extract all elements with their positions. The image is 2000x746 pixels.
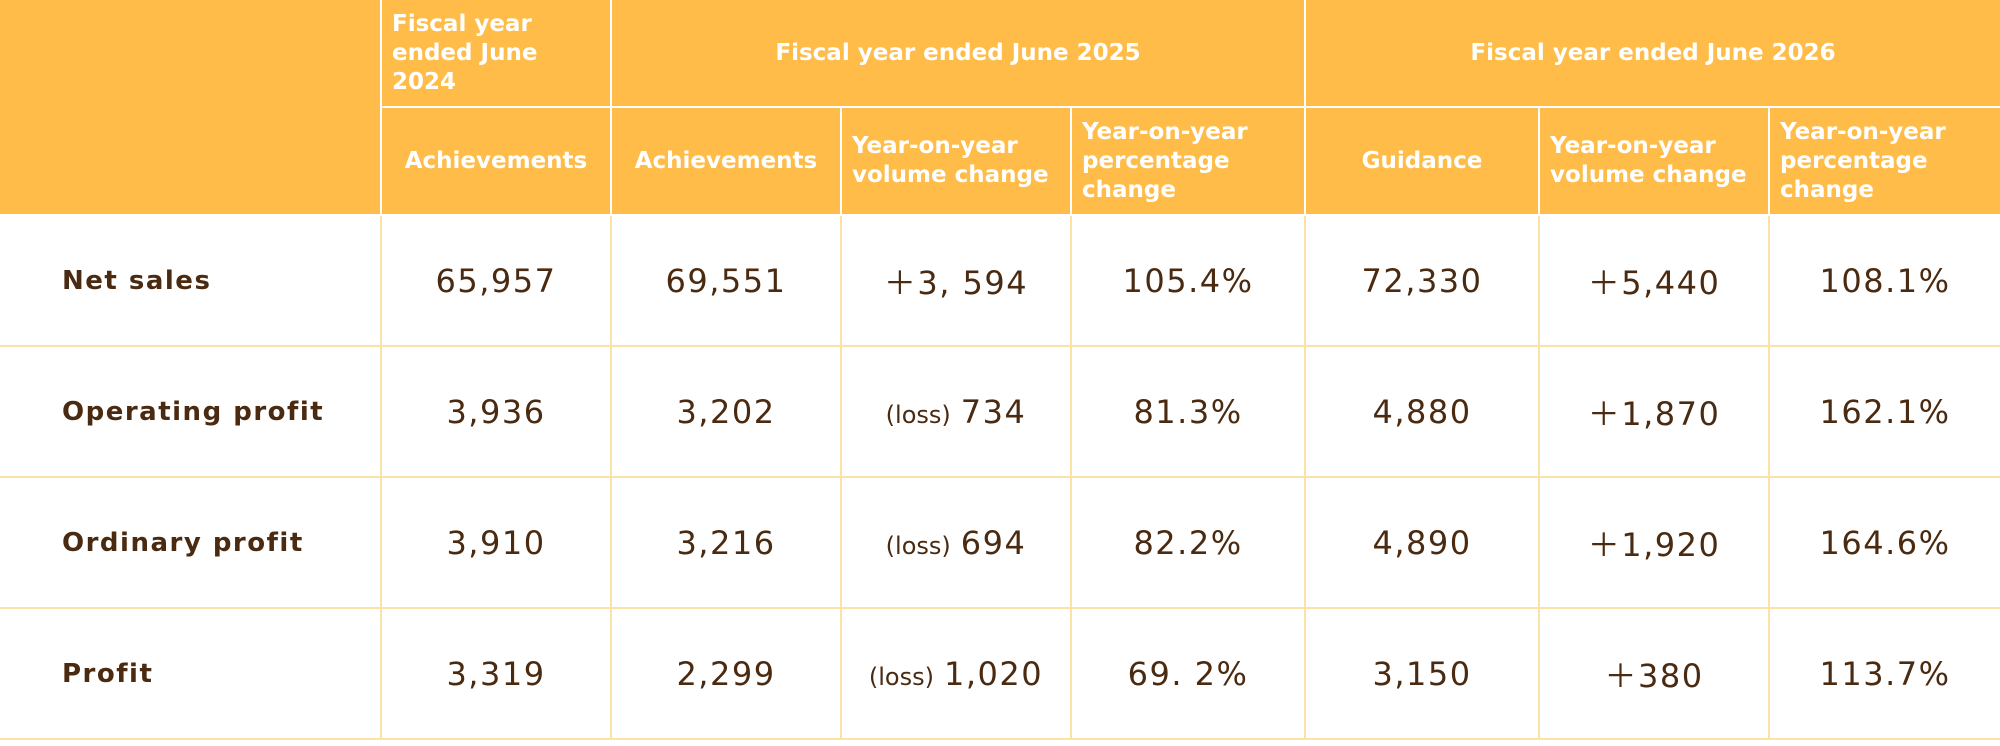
cell-vol2025: (loss) 1,020: [840, 607, 1072, 740]
cell-pct2025: 82.2%: [1069, 476, 1307, 609]
header-guidance-2026: Guidance: [1304, 106, 1541, 216]
loss-label: (loss): [885, 400, 951, 429]
row-label: Operating profit: [0, 345, 382, 478]
cell-fy2024: 3,936: [380, 345, 612, 478]
cell-vol2026: ＋5,440: [1538, 214, 1771, 347]
cell-vol2025: (loss) 734: [840, 345, 1072, 478]
cell-fy2024: 3,319: [380, 607, 612, 740]
cell-fy2026: 4,890: [1304, 476, 1541, 609]
table-row-profit: Profit 3,319 2,299 (loss) 1,020 69. 2% 3,…: [0, 607, 2000, 740]
row-label: Ordinary profit: [0, 476, 382, 609]
header-yoy-percent-2026: Year-on-year percentage change: [1768, 106, 2000, 216]
cell-pct2026: 113.7%: [1768, 607, 2000, 740]
cell-fy2025: 2,299: [610, 607, 842, 740]
cell-pct2025: 81.3%: [1069, 345, 1307, 478]
header-yoy-percent-2025: Year-on-year percentage change: [1069, 106, 1307, 216]
cell-vol2026: ＋380: [1538, 607, 1771, 740]
header-achievements-2025: Achievements: [610, 106, 842, 216]
loss-label: (loss): [885, 531, 951, 560]
header-fy2024: Fiscal year ended June 2024: [380, 0, 612, 108]
table-row-net-sales: Net sales 65,957 69,551 ＋3, 594 105.4% 7…: [0, 214, 2000, 347]
cell-fy2026: 72,330: [1304, 214, 1541, 347]
header-yoy-volume-2025: Year-on-year volume change: [840, 106, 1072, 216]
header-corner-cell: [0, 0, 382, 216]
cell-pct2026: 162.1%: [1768, 345, 2000, 478]
row-label: Net sales: [0, 214, 382, 347]
cell-vol2026: ＋1,920: [1538, 476, 1771, 609]
table-row-operating-profit: Operating profit 3,936 3,202 (loss) 734 8…: [0, 345, 2000, 478]
cell-fy2026: 3,150: [1304, 607, 1541, 740]
cell-fy2025: 3,202: [610, 345, 842, 478]
cell-pct2026: 108.1%: [1768, 214, 2000, 347]
table-row-ordinary-profit: Ordinary profit 3,910 3,216 (loss) 694 82…: [0, 476, 2000, 609]
cell-pct2026: 164.6%: [1768, 476, 2000, 609]
cell-pct2025: 69. 2%: [1069, 607, 1307, 740]
loss-label: (loss): [868, 662, 934, 691]
cell-fy2026: 4,880: [1304, 345, 1541, 478]
header-fy2026: Fiscal year ended June 2026: [1304, 0, 2000, 108]
cell-vol2026: ＋1,870: [1538, 345, 1771, 478]
cell-fy2025: 69,551: [610, 214, 842, 347]
header-fy2025: Fiscal year ended June 2025: [609, 0, 1307, 108]
loss-value: 1,020: [943, 654, 1044, 693]
cell-fy2025: 3,216: [610, 476, 842, 609]
cell-fy2024: 65,957: [380, 214, 612, 347]
header-row-years: Fiscal year ended June 2024 Fiscal year …: [0, 0, 2000, 216]
cell-fy2024: 3,910: [380, 476, 612, 609]
cell-pct2025: 105.4%: [1069, 214, 1307, 347]
loss-value: 734: [960, 392, 1027, 431]
row-label: Profit: [0, 607, 382, 740]
header-yoy-volume-2026: Year-on-year volume change: [1538, 106, 1771, 216]
cell-vol2025: (loss) 694: [840, 476, 1072, 609]
cell-vol2025: ＋3, 594: [840, 214, 1072, 347]
header-row-metrics: Achievements Achievements Year-on-year v…: [0, 106, 2000, 216]
loss-value: 694: [960, 523, 1027, 562]
header-achievements-2024: Achievements: [380, 106, 612, 216]
